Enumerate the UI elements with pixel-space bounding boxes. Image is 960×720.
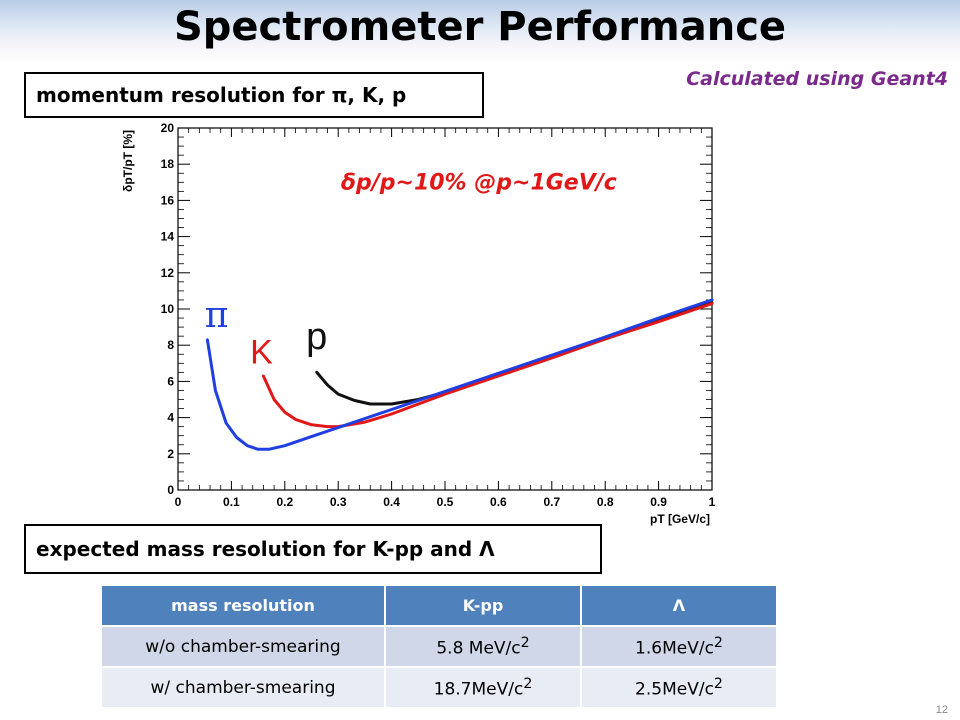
mass-resolution-box: expected mass resolution for K-pp and Λ [24,524,602,574]
table-cell: 5.8 MeV/c2 [384,625,582,668]
x-tick-label: 1 [709,495,716,509]
x-tick-label: 0.3 [330,495,347,509]
cell-exponent: 2 [713,675,723,692]
y-tick-label: 4 [167,411,174,425]
y-axis-label: δpT/pT [%] [121,130,135,192]
cell-exponent: 2 [713,634,723,651]
y-tick-label: 20 [161,121,175,135]
table-row: w/ chamber-smearing 18.7MeV/c2 2.5MeV/c2 [100,666,778,709]
series-line-pi [205,298,714,451]
table-cell: w/o chamber-smearing [100,625,386,668]
y-tick-label: 12 [161,266,175,280]
table-cell: 2.5MeV/c2 [580,666,778,709]
x-tick-label: 0.2 [276,495,293,509]
cell-value: 1.6MeV/c [635,638,714,659]
title-band [0,0,960,62]
x-tick-label: 0 [175,495,182,509]
mass-resolution-table: mass resolution K-pp Λ w/o chamber-smear… [100,584,778,709]
table-cell: 1.6MeV/c2 [580,625,778,668]
y-tick-label: 6 [167,374,174,388]
series-line-p [315,301,714,406]
table-header-cell: mass resolution [100,584,386,627]
x-tick-label: 0.5 [437,495,454,509]
table-row: w/o chamber-smearing 5.8 MeV/c2 1.6MeV/c… [100,625,778,668]
y-tick-label: 8 [167,338,174,352]
momentum-resolution-box: momentum resolution for π, K, p [24,72,484,118]
y-tick-label: 2 [167,447,174,461]
series-label-k: K [250,333,273,371]
y-tick-label: 10 [161,302,175,316]
cell-exponent: 2 [520,634,530,651]
y-tick-label: 18 [161,157,175,171]
y-tick-label: 16 [161,193,175,207]
cell-value: 2.5MeV/c [635,679,714,700]
cell-exponent: 2 [523,675,533,692]
series-label-p: p [306,316,327,358]
mass-resolution-label: expected mass resolution for K-pp and Λ [36,537,495,561]
y-tick-label: 0 [167,483,174,497]
momentum-resolution-chart: 0 0.1 0.2 0.3 0.4 0.5 0.6 0.7 0.8 0.9 102468101214… [121,121,716,526]
y-tick-label: 14 [161,230,175,244]
cell-value: 18.7MeV/c [433,679,524,700]
x-tick-label: 0.1 [223,495,240,509]
x-axis-label: pT [GeV/c] [650,512,710,526]
cell-value: 5.8 MeV/c [436,638,521,659]
x-tick-label: 0.8 [597,495,614,509]
momentum-resolution-label: momentum resolution for π, K, p [36,83,407,107]
table-header-row: mass resolution K-pp Λ [100,584,778,627]
table-cell: 18.7MeV/c2 [384,666,582,709]
x-tick-label: 0.7 [543,495,560,509]
annotation-text: δp/p~10% @p~1GeV/c [341,171,617,196]
x-tick-label: 0.6 [490,495,507,509]
subtitle: Calculated using Geant4 [686,68,948,90]
table-header-cell: Λ [580,584,778,627]
series-label-pi: π [205,295,229,336]
table-header-cell: K-pp [384,584,582,627]
page-title: Spectrometer Performance [173,4,787,50]
x-tick-label: 0.4 [383,495,400,509]
x-tick-label: 0.9 [650,495,667,509]
table-cell: w/ chamber-smearing [100,666,386,709]
page-number: 12 [935,704,948,716]
series-line-k [261,302,714,429]
